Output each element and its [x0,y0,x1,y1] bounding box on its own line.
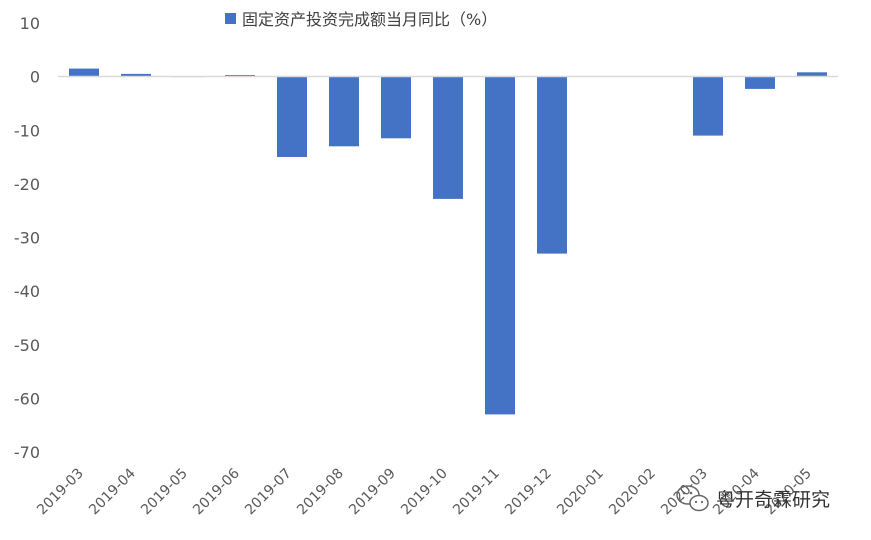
bar-2019-08 [329,76,359,147]
bar-2019-09 [381,76,411,139]
legend: 固定资产投资完成额当月同比（%） [225,10,497,29]
bar-2020-05 [797,72,827,77]
x-tick-label: 2019-03 [34,466,87,519]
x-tick-label: 2020-01 [554,466,607,519]
bar-2019-04 [121,73,151,77]
x-tick-label: 2019-10 [398,466,451,519]
x-tick-label: 2019-04 [86,465,139,518]
x-tick-label: 2019-09 [346,466,399,519]
x-tick-label: 2019-08 [294,466,347,519]
bars-group [69,68,827,415]
y-tick-label: -10 [14,121,40,140]
watermark: 粤开奇霖研究 [676,485,830,512]
bar-2020-04 [745,76,775,89]
bar-2019-03 [69,68,99,77]
x-tick-label: 2019-11 [450,466,503,519]
x-tick-label: 2020-02 [606,466,659,519]
y-axis-ticks: 10 0 -10 -20 -30 -40 -50 -60 -70 [14,14,40,462]
y-tick-label: -50 [14,336,40,355]
y-tick-label: 10 [20,14,40,33]
x-tick-label: 2019-06 [190,465,243,518]
x-tick-label: 2019-05 [138,466,191,519]
y-tick-label: -60 [14,389,40,408]
bar-2019-12 [537,76,567,254]
wechat-logo-icon [676,485,709,512]
y-tick-label: -40 [14,282,40,301]
y-tick-label: 0 [30,68,40,87]
y-tick-label: -70 [14,443,40,462]
legend-label: 固定资产投资完成额当月同比（%） [242,10,497,29]
x-tick-label: 2019-12 [502,466,555,519]
y-tick-label: -20 [14,175,40,194]
bar-2019-11 [485,76,515,415]
bar-2019-10 [433,76,463,199]
watermark-text: 粤开奇霖研究 [716,489,830,511]
y-tick-label: -30 [14,229,40,248]
legend-swatch [225,13,236,24]
bar-2019-07 [277,76,307,157]
bar-2020-03 [693,76,723,136]
x-tick-label: 2019-07 [242,466,295,519]
